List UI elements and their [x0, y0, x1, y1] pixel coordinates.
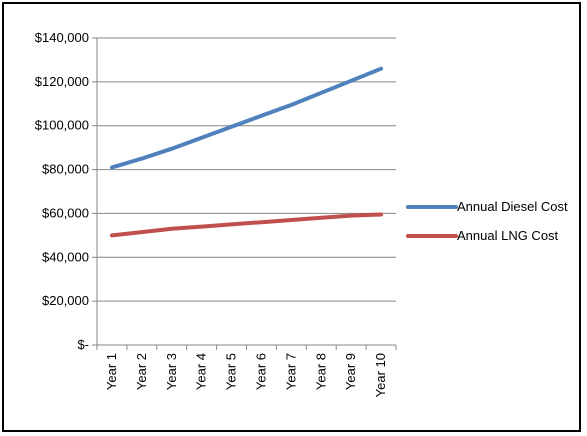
y-tick-labels: $- $20,000 $40,000 $60,000 $80,000 $100,000 $1… — [35, 30, 89, 352]
gridlines — [97, 37, 396, 302]
x-tick-label: Year 9 — [343, 353, 358, 390]
y-tick-label: $140,000 — [35, 30, 89, 45]
series-lines — [110, 66, 384, 238]
legend: Annual Diesel Cost Annual LNG Cost — [406, 199, 568, 243]
x-tick-label: Year 8 — [313, 353, 328, 390]
axes — [92, 37, 397, 350]
x-tick-label: Year 4 — [194, 353, 209, 390]
legend-label-annual-lng-cost: Annual LNG Cost — [457, 228, 559, 243]
y-tick-label: $60,000 — [42, 205, 89, 220]
x-tick-label: Year 5 — [224, 353, 239, 390]
x-tick-label: Year 10 — [373, 353, 388, 397]
y-tick-label: $- — [77, 337, 89, 352]
legend-label-annual-diesel-cost: Annual Diesel Cost — [457, 199, 568, 214]
y-tick-label: $120,000 — [35, 74, 89, 89]
x-tick-label: Year 7 — [283, 353, 298, 390]
x-tick-labels: Year 1 Year 2 Year 3 Year 4 Year 5 Year 6 Year… — [104, 353, 388, 397]
chart-frame — [2, 2, 581, 432]
x-tick-label: Year 1 — [104, 353, 119, 390]
y-tick-label: $100,000 — [35, 118, 89, 133]
x-tick-label: Year 2 — [134, 353, 149, 390]
series-line-annual-lng-cost — [110, 212, 384, 238]
x-tick-label: Year 6 — [253, 353, 268, 390]
x-tick-label: Year 3 — [164, 353, 179, 390]
y-tick-label: $20,000 — [42, 293, 89, 308]
y-tick-label: $80,000 — [42, 162, 89, 177]
series-line-annual-diesel-cost — [110, 66, 384, 170]
y-tick-label: $40,000 — [42, 249, 89, 264]
